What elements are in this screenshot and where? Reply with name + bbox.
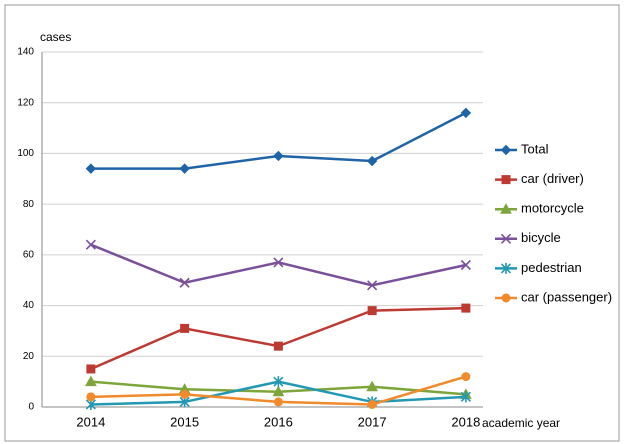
- legend-label: car (passenger): [521, 289, 612, 304]
- y-tick-label: 80: [23, 199, 35, 210]
- frame: [4, 4, 620, 442]
- marker: [179, 277, 190, 288]
- marker: [273, 341, 283, 351]
- x-tick-label: 2015: [170, 414, 199, 429]
- legend-label: car (driver): [521, 171, 584, 186]
- marker: [86, 364, 96, 374]
- marker: [461, 372, 471, 382]
- marker: [460, 107, 472, 119]
- marker: [367, 306, 377, 316]
- y-tick-label: 40: [23, 300, 35, 311]
- legend-label: Total: [521, 141, 549, 156]
- x-tick-label: 2014: [76, 414, 105, 429]
- y-tick-label: 100: [17, 148, 34, 159]
- series-line: [90, 243, 467, 287]
- x-tick-label: 2016: [264, 414, 293, 429]
- marker: [273, 397, 283, 407]
- y-tick-label: 60: [23, 249, 35, 260]
- series-line: [90, 306, 466, 371]
- legend-marker: [500, 262, 512, 274]
- marker: [367, 280, 378, 291]
- y-axis-label: cases: [40, 30, 71, 44]
- y-tick-label: 20: [23, 351, 35, 362]
- legend-marker: [500, 144, 512, 156]
- marker: [461, 303, 471, 313]
- marker: [366, 380, 378, 392]
- marker: [273, 376, 284, 388]
- legend-label: motorcycle: [521, 201, 584, 216]
- marker: [179, 163, 190, 174]
- marker: [367, 399, 377, 409]
- y-tick-label: 0: [28, 402, 34, 413]
- marker: [460, 259, 471, 271]
- legend-marker: [501, 175, 511, 185]
- x-tick-label: 2017: [358, 414, 387, 429]
- marker: [273, 150, 284, 162]
- marker: [366, 155, 378, 167]
- legend-marker: [500, 233, 512, 244]
- marker: [85, 375, 97, 387]
- marker: [180, 389, 190, 399]
- marker: [460, 391, 471, 403]
- y-tick-label: 120: [17, 97, 34, 108]
- marker: [85, 239, 96, 250]
- legend-marker: [501, 293, 511, 303]
- y-tick-label: 140: [17, 47, 34, 58]
- legend-marker: [500, 203, 512, 214]
- marker: [272, 385, 285, 397]
- legend-label: bicycle: [521, 230, 561, 245]
- marker: [180, 323, 190, 333]
- marker: [273, 257, 284, 268]
- x-tick-label: 2018: [451, 414, 480, 429]
- legend-label: pedestrian: [521, 260, 582, 275]
- marker: [85, 163, 97, 174]
- marker: [86, 392, 96, 402]
- x-axis-label: academic year: [482, 416, 560, 430]
